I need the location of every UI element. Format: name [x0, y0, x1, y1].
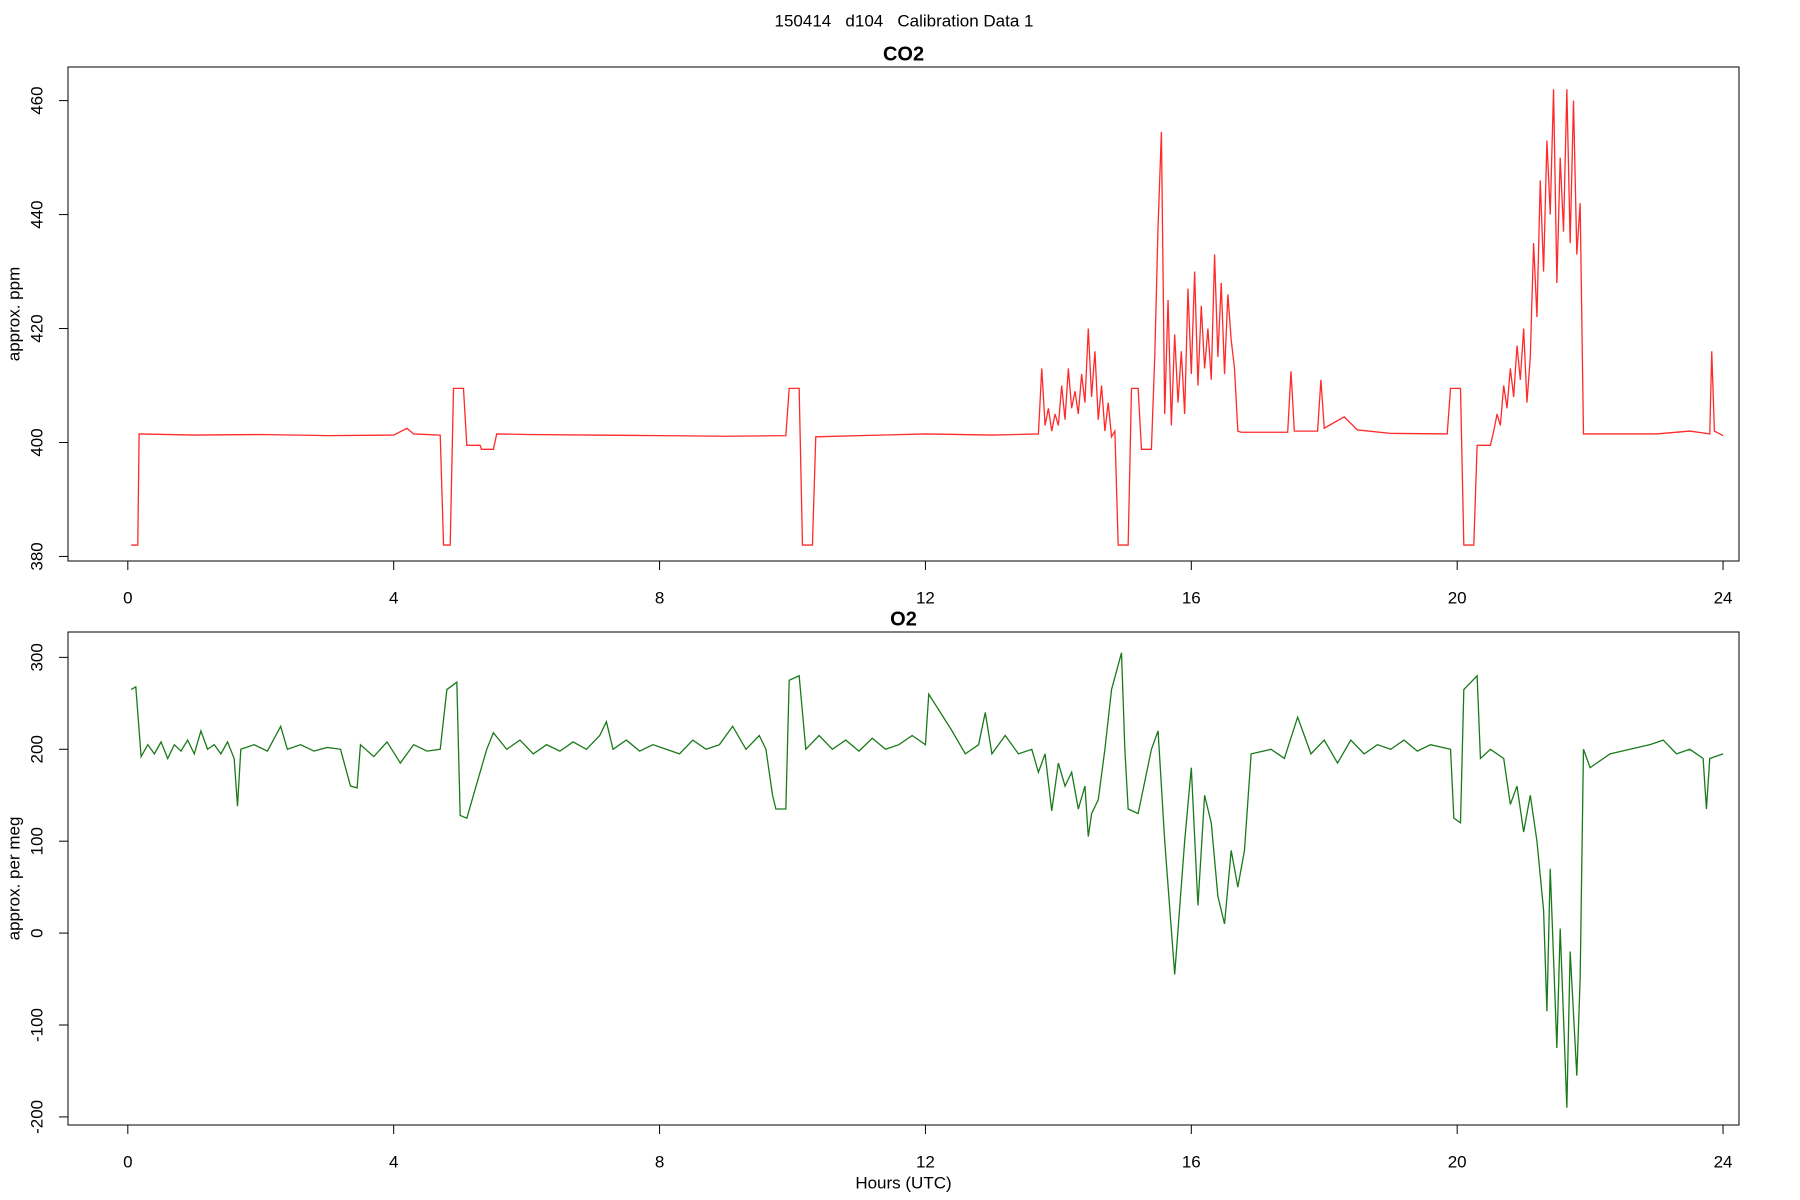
x-tick-label: 16	[1182, 1152, 1201, 1171]
y-tick-label: -100	[27, 1008, 46, 1042]
x-tick-label: 0	[123, 588, 132, 607]
x-axis-label: Hours (UTC)	[855, 1173, 951, 1192]
y-tick-label: 460	[27, 86, 46, 114]
plot-title: O2	[890, 608, 917, 630]
x-tick-label: 8	[655, 1152, 664, 1171]
x-tick-label: 20	[1448, 588, 1467, 607]
x-tick-label: 12	[916, 588, 935, 607]
x-tick-label: 12	[916, 1152, 935, 1171]
x-tick-label: 8	[655, 588, 664, 607]
figure-title: 150414 d104 Calibration Data 1	[775, 11, 1034, 30]
data-line	[130, 652, 1724, 1108]
x-tick-label: 20	[1448, 1152, 1467, 1171]
y-tick-label: 400	[27, 428, 46, 456]
x-tick-label: 24	[1714, 588, 1733, 607]
y-axis-label: approx. ppm	[4, 267, 23, 362]
x-tick-label: 16	[1182, 588, 1201, 607]
y-tick-label: 440	[27, 200, 46, 228]
plot-title: CO2	[883, 43, 924, 65]
data-line	[131, 89, 1724, 546]
y-tick-label: 380	[27, 542, 46, 570]
y-tick-label: 300	[27, 643, 46, 671]
y-tick-label: 0	[27, 928, 46, 937]
x-tick-label: 4	[389, 588, 398, 607]
y-tick-label: 200	[27, 735, 46, 763]
x-tick-label: 4	[389, 1152, 398, 1171]
x-tick-label: 0	[123, 1152, 132, 1171]
y-tick-label: 420	[27, 314, 46, 342]
x-tick-label: 24	[1714, 1152, 1733, 1171]
y-tick-label: -200	[27, 1100, 46, 1134]
y-axis-label: approx. per meg	[4, 817, 23, 941]
y-tick-label: 100	[27, 827, 46, 855]
